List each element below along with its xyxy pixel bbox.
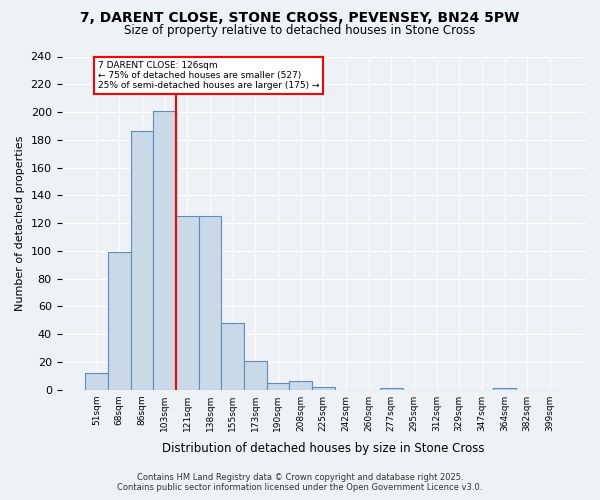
Text: 7, DARENT CLOSE, STONE CROSS, PEVENSEY, BN24 5PW: 7, DARENT CLOSE, STONE CROSS, PEVENSEY, … — [80, 11, 520, 25]
Bar — [131, 132, 154, 390]
Bar — [108, 252, 131, 390]
Bar — [244, 360, 266, 390]
Bar — [221, 323, 244, 390]
Y-axis label: Number of detached properties: Number of detached properties — [15, 136, 25, 311]
Bar — [85, 373, 108, 390]
Text: 7 DARENT CLOSE: 126sqm
← 75% of detached houses are smaller (527)
25% of semi-de: 7 DARENT CLOSE: 126sqm ← 75% of detached… — [98, 60, 319, 90]
Bar — [154, 110, 176, 390]
X-axis label: Distribution of detached houses by size in Stone Cross: Distribution of detached houses by size … — [162, 442, 485, 455]
Bar — [199, 216, 221, 390]
Bar — [176, 216, 199, 390]
Bar — [289, 382, 312, 390]
Bar — [493, 388, 516, 390]
Text: Contains HM Land Registry data © Crown copyright and database right 2025.
Contai: Contains HM Land Registry data © Crown c… — [118, 473, 482, 492]
Bar — [312, 387, 335, 390]
Bar — [380, 388, 403, 390]
Bar — [266, 382, 289, 390]
Text: Size of property relative to detached houses in Stone Cross: Size of property relative to detached ho… — [124, 24, 476, 37]
